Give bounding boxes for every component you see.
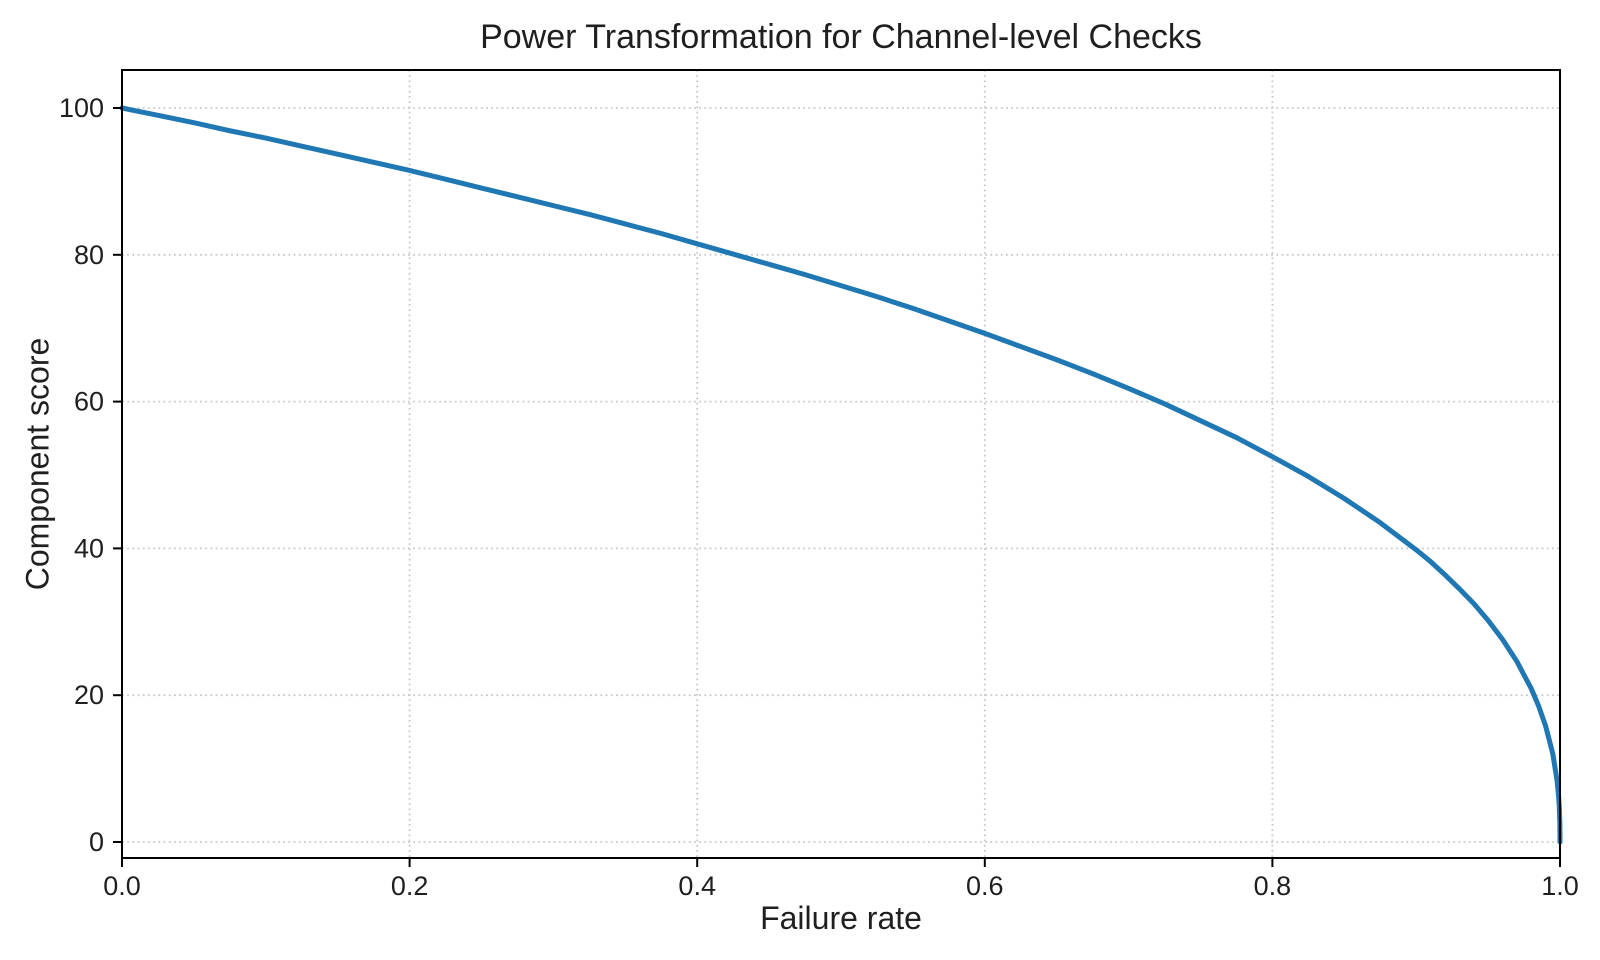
y-tick-label: 40 [74, 533, 104, 563]
y-tick-label: 80 [74, 240, 104, 270]
y-tick-label: 100 [59, 93, 104, 123]
x-tick-label: 0.0 [103, 871, 141, 901]
x-tick-label: 0.6 [966, 871, 1004, 901]
y-tick-label: 0 [89, 827, 104, 857]
y-axis-label: Component score [19, 337, 56, 591]
x-tick-label: 0.2 [391, 871, 429, 901]
chart-title: Power Transformation for Channel-level C… [480, 18, 1202, 56]
series-line [119, 105, 1563, 845]
axes-spines [121, 69, 1561, 859]
x-tick-label: 1.0 [1541, 871, 1579, 901]
x-axis-label: Failure rate [760, 900, 922, 936]
y-tick-label: 60 [74, 387, 104, 417]
x-tick-label: 0.8 [1254, 871, 1292, 901]
y-tick-label: 20 [74, 680, 104, 710]
x-tick-label: 0.4 [678, 871, 716, 901]
